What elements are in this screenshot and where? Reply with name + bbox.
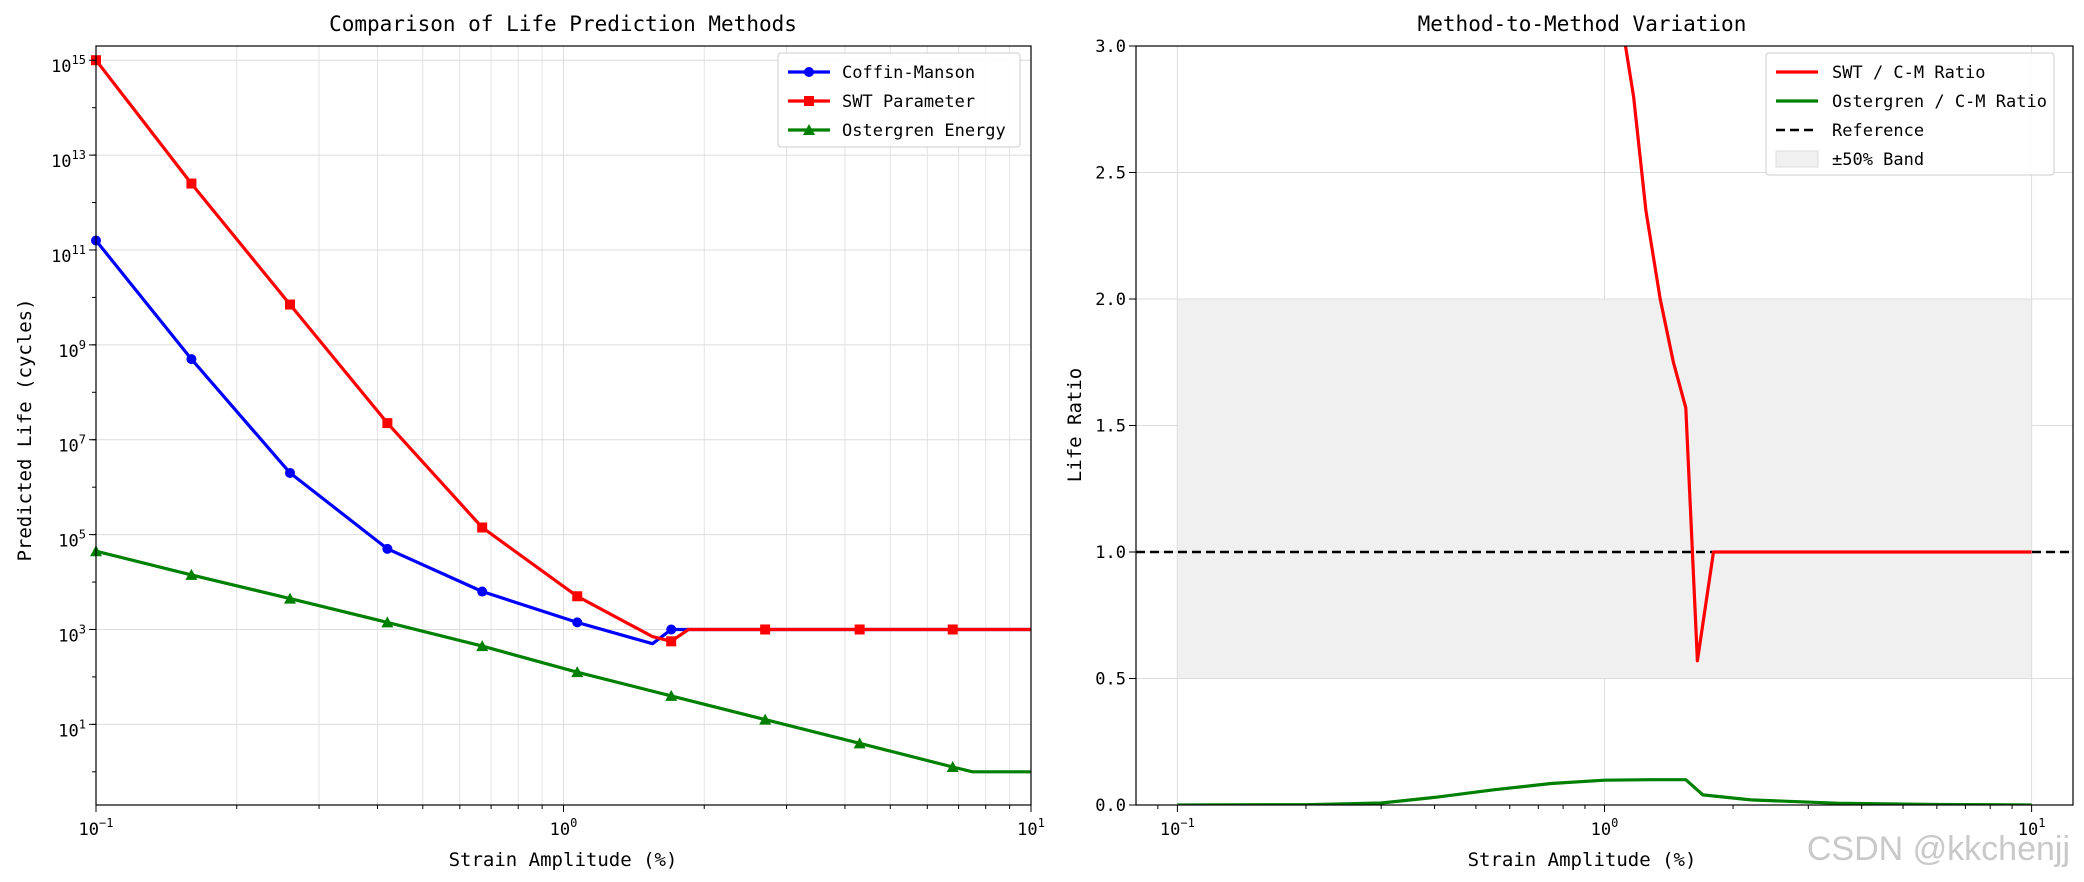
left-series-marker-1 — [760, 624, 771, 635]
left-series-marker-0 — [572, 617, 583, 628]
right-legend-label-2: Reference — [1832, 121, 1924, 141]
right-legend: SWT / C-M Ratio Ostergren / C-M Ratio Refe… — [1765, 52, 2055, 176]
left-chart-title: Comparison of Life Prediction Methods — [329, 12, 797, 36]
left-legend-label-2: Ostergren Energy — [842, 121, 1006, 141]
left-legend-marker-0 — [804, 67, 814, 77]
right-x-tick-label: 10−1 — [1160, 816, 1195, 840]
left-legend-marker-2 — [803, 124, 815, 135]
right-legend-patch-3 — [1775, 150, 1819, 168]
left-y-tick-label: 109 — [58, 338, 86, 362]
right-y-tick-label: 3.0 — [1095, 37, 1126, 57]
right-y-tick-label: 1.5 — [1095, 417, 1126, 437]
right-series-line-0 — [1623, 46, 2032, 663]
left-series-marker-2 — [759, 713, 772, 725]
left-x-tick-label: 100 — [550, 816, 578, 840]
left-series-marker-2 — [853, 737, 866, 749]
right-legend-label-1: Ostergren / C-M Ratio — [1832, 92, 2047, 112]
left-legend-marker-1 — [804, 96, 814, 106]
left-series-marker-1 — [572, 591, 583, 602]
left-series-marker-2 — [571, 666, 584, 678]
left-y-axis-label: Predicted Life (cycles) — [14, 298, 36, 561]
right-plot-area — [1136, 46, 2073, 805]
left-series-marker-2 — [946, 761, 959, 773]
left-series-marker-1 — [666, 636, 677, 647]
left-y-tick-label: 105 — [58, 528, 86, 552]
left-series-marker-0 — [186, 354, 197, 365]
right-y-tick-label: 0.0 — [1095, 796, 1126, 816]
left-x-tick-label: 10−1 — [79, 816, 114, 840]
left-legend-box — [777, 52, 1021, 148]
left-series-marker-0 — [666, 624, 677, 635]
right-y-tick-label: 2.5 — [1095, 164, 1126, 184]
left-chart: Comparison of Life Prediction Methods St… — [14, 12, 1045, 871]
left-series-marker-2 — [381, 616, 394, 628]
right-band-area — [1176, 298, 2033, 679]
left-series-marker-1 — [854, 624, 865, 635]
left-legend-label-0: Coffin-Manson — [842, 63, 975, 83]
left-y-tick-label: 1015 — [51, 53, 86, 77]
left-y-tick-label: 103 — [58, 622, 86, 646]
left-series-marker-1 — [382, 418, 393, 429]
right-chart-title: Method-to-Method Variation — [1418, 12, 1747, 36]
left-series-marker-0 — [477, 586, 488, 597]
right-series-line-1 — [1177, 778, 2032, 805]
left-series-marker-1 — [186, 178, 197, 189]
left-series-marker-2 — [476, 640, 489, 652]
right-legend-label-0: SWT / C-M Ratio — [1832, 63, 1986, 83]
left-series-marker-1 — [947, 624, 958, 635]
left-x-axis-label: Strain Amplitude (%) — [449, 849, 678, 871]
left-series-line-0 — [94, 239, 1031, 646]
left-series-marker-2 — [185, 568, 198, 580]
left-series-marker-1 — [285, 299, 296, 310]
watermark: CSDN @kkchenjj — [1807, 830, 2070, 868]
right-x-axis-label: Strain Amplitude (%) — [1468, 849, 1697, 871]
left-legend: Coffin-Manson SWT Parameter Ostergren Ener… — [777, 52, 1021, 148]
left-series-marker-1 — [477, 522, 488, 533]
left-grid — [95, 46, 1032, 805]
right-x-tick-label: 100 — [1591, 816, 1619, 840]
right-y-tick-label: 2.0 — [1095, 290, 1126, 310]
left-series-marker-2 — [284, 592, 297, 604]
left-series-marker-2 — [665, 689, 678, 701]
left-series-marker-0 — [285, 467, 296, 478]
left-x-tick-label: 101 — [1017, 816, 1045, 840]
right-chart: Method-to-Method Variation Strain Amplit… — [1064, 12, 2074, 871]
right-y-axis-label: Life Ratio — [1064, 368, 1086, 482]
right-legend-box — [1765, 52, 2055, 176]
left-series-marker-0 — [382, 543, 393, 554]
right-legend-label-3: ±50% Band — [1832, 150, 1924, 170]
left-legend-label-1: SWT Parameter — [842, 92, 975, 112]
left-y-tick-label: 1011 — [51, 243, 86, 267]
right-y-tick-label: 0.5 — [1095, 670, 1126, 690]
left-y-tick-label: 107 — [58, 433, 86, 457]
right-y-tick-label: 1.0 — [1095, 543, 1126, 563]
left-y-tick-label: 101 — [58, 717, 86, 741]
left-y-tick-label: 1013 — [51, 148, 86, 172]
